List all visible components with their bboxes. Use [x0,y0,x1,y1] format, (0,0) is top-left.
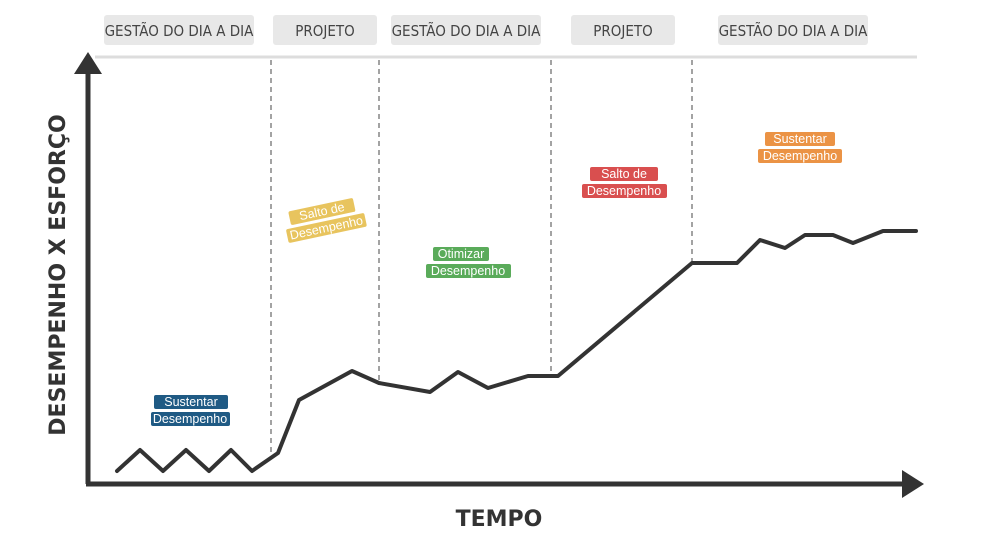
phase-label-text: GESTÃO DO DIA A DIA [392,21,542,40]
tag-sustentar-blue: Sustentar Desempenho [151,395,230,426]
tag-salto-red: Salto de Desempenho [582,167,667,198]
tag-line2: Desempenho [587,184,661,198]
x-axis-arrowhead [902,470,924,498]
tag-salto-yellow: Salto de Desempenho [286,198,367,243]
phase-label-5: GESTÃO DO DIA A DIA [718,15,868,45]
x-axis-title: TEMPO [456,507,543,532]
tag-line1: Salto de [601,167,647,181]
tag-line1: Sustentar [773,132,827,146]
performance-curve [115,229,918,473]
phase-label-4: PROJETO [571,15,675,45]
tag-otimizar-green: Otimizar Desempenho [426,247,511,278]
y-axis-arrowhead [74,52,102,74]
phase-label-1: GESTÃO DO DIA A DIA [104,15,254,45]
phase-label-2: PROJETO [273,15,377,45]
tag-sustentar-orange: Sustentar Desempenho [758,132,842,163]
tag-line2: Desempenho [763,149,837,163]
tag-line1: Otimizar [438,247,485,261]
tag-line2: Desempenho [431,264,505,278]
phase-label-text: PROJETO [593,22,653,40]
phase-label-text: GESTÃO DO DIA A DIA [719,21,869,40]
y-axis-title: DESEMPENHO X ESFORÇO [46,114,71,435]
phase-label-3: GESTÃO DO DIA A DIA [391,15,541,45]
phase-label-text: PROJETO [295,22,355,40]
phase-label-text: GESTÃO DO DIA A DIA [105,21,255,40]
tag-line1: Sustentar [164,395,218,409]
tag-line2: Desempenho [153,412,227,426]
